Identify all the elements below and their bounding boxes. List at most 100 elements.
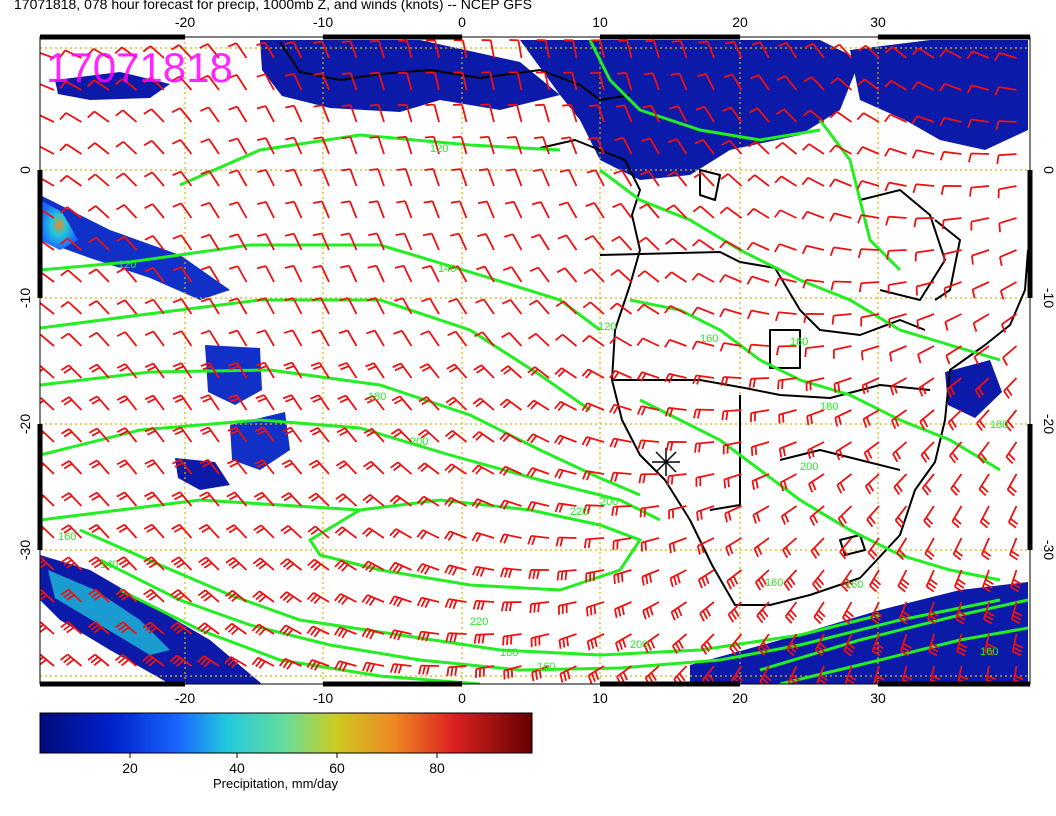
wind-barb (808, 473, 825, 493)
wind-barb (669, 105, 688, 123)
wind-barb (637, 439, 660, 450)
wind-barb (116, 395, 138, 411)
wind-barb (837, 505, 853, 527)
wind-barb (636, 337, 660, 347)
wind-barb (639, 203, 660, 219)
wind-barb (778, 41, 798, 59)
wind-barb (971, 281, 990, 299)
wind-barb (340, 232, 358, 251)
wind-barb (40, 302, 55, 315)
wind-barb (526, 433, 550, 444)
wind-barb (144, 362, 165, 379)
wind-barb (830, 280, 852, 291)
wind-barb (816, 665, 829, 684)
contour-label: 180 (990, 419, 1008, 431)
wind-barb (813, 601, 826, 625)
wind-barb (863, 441, 880, 462)
wind-barb (444, 598, 467, 610)
wind-barb (144, 203, 165, 219)
precip-patch-north-west (55, 72, 170, 100)
wind-barb (60, 653, 83, 667)
wind-barb (590, 71, 605, 91)
wind-barb (802, 109, 825, 123)
wind-barb (285, 136, 303, 155)
wind-barb (914, 249, 935, 262)
wind-barb (978, 473, 990, 497)
wind-barb (88, 331, 110, 347)
wind-barb (976, 409, 990, 432)
wind-barb (801, 210, 825, 220)
wind-barb (528, 332, 550, 347)
wind-barb (367, 264, 385, 283)
wind-barb (60, 396, 83, 411)
wind-barb (334, 559, 357, 572)
wind-barb (508, 71, 523, 91)
wind-barb (861, 377, 880, 395)
wind-barb (1002, 345, 1018, 367)
wind-barb (313, 136, 330, 155)
wind-barb (478, 168, 495, 187)
wind-barb (746, 241, 770, 251)
contour-label: 160 (790, 336, 808, 348)
wind-barb (228, 329, 248, 347)
wind-barb (282, 426, 303, 443)
wind-barb (143, 108, 165, 123)
wind-barb (306, 659, 330, 671)
wind-barb (255, 394, 275, 411)
wind-barb (199, 491, 220, 507)
wind-barb (939, 82, 962, 92)
wind-barb (885, 215, 907, 226)
wind-barb (893, 473, 908, 496)
wind-barb (554, 400, 577, 412)
wind-barbs (40, 39, 1024, 684)
wind-barb (416, 562, 440, 575)
wind-barb (88, 427, 110, 443)
wind-barb (425, 71, 440, 91)
wind-barb (116, 235, 138, 251)
wind-barb (559, 168, 578, 187)
wind-barb (609, 336, 632, 347)
wind-barb (869, 569, 882, 593)
wind-barb (697, 72, 715, 91)
wind-barb (256, 297, 275, 315)
wind-barb (284, 72, 303, 91)
wind-barb (480, 103, 495, 123)
wind-barb (200, 138, 220, 155)
wind-barb (725, 40, 743, 59)
wind-barb (754, 569, 770, 591)
lat-tick-left: 0 (17, 166, 33, 174)
wind-barb (307, 525, 330, 539)
wind-barb (944, 313, 962, 331)
wind-barb (664, 406, 687, 418)
wind-barb (609, 302, 633, 315)
wind-barb (143, 588, 165, 603)
wind-barb (945, 345, 962, 365)
wind-barb (88, 363, 110, 379)
wind-barb (60, 492, 83, 507)
axis-tick-labels: -20 -20 -10 -10 0 0 10 10 20 20 30 30 0 0 -10 -10 -20 -20… (17, 14, 1056, 706)
wind-barb (804, 345, 825, 358)
wind-barb (774, 277, 797, 287)
wind-barb (341, 40, 358, 59)
wind-barb (313, 72, 330, 91)
lon-tick-bottom: 10 (592, 690, 608, 706)
wind-barb (748, 140, 770, 155)
wind-barb (280, 525, 303, 539)
wind-barb (423, 200, 440, 219)
wind-barb (775, 108, 798, 123)
axis-tick-bars (37, 34, 1033, 687)
contour-label: 120 (118, 259, 136, 271)
wind-barb (504, 200, 523, 219)
wind-barb (997, 185, 1017, 199)
wind-barb (256, 73, 275, 91)
precipitation-field (40, 40, 1028, 684)
wind-barb (389, 595, 412, 608)
wind-barb (502, 633, 522, 646)
wind-barb (446, 363, 468, 379)
wind-barb (720, 173, 743, 187)
wind-barb (747, 174, 770, 187)
wind-barb (200, 201, 220, 219)
wind-barb (254, 459, 275, 475)
wind-barb (783, 569, 798, 592)
wind-barb (199, 458, 220, 475)
